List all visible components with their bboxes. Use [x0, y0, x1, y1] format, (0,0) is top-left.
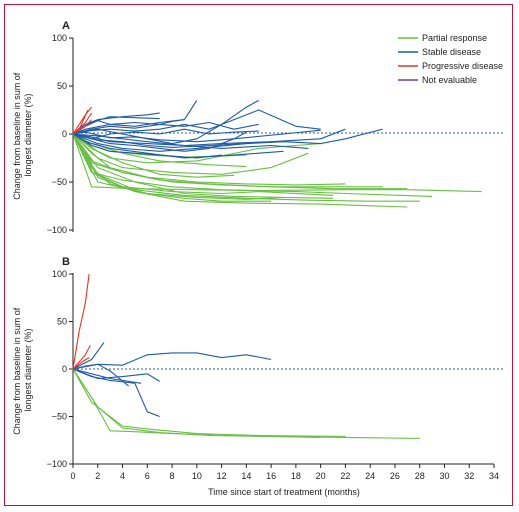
- series-line-stable-disease: [72, 363, 130, 387]
- y-tick-label: −50: [52, 177, 67, 187]
- series-line-stable-disease: [72, 128, 259, 140]
- panel-b-lines: [72, 273, 420, 439]
- series-line-stable-disease: [72, 119, 185, 135]
- y-tick-label: 50: [57, 81, 67, 91]
- y-tick-label: 100: [52, 33, 67, 43]
- legend-label: Not evaluable: [422, 75, 477, 85]
- panel-a-lines: [72, 99, 482, 208]
- series-line-stable-disease: [72, 100, 198, 135]
- series-line-partial-response: [72, 133, 420, 202]
- x-tick-label: 0: [70, 471, 75, 481]
- panel-b-y-label: Change from baseline in sum of longest d…: [12, 305, 33, 435]
- x-tick-label: 8: [170, 471, 175, 481]
- y-tick-label: −100: [47, 459, 67, 469]
- y-tick-label: 50: [57, 317, 67, 327]
- series-line-progressive-disease: [72, 345, 91, 370]
- legend-label: Stable disease: [422, 47, 481, 57]
- x-tick-label: 20: [316, 471, 326, 481]
- x-tick-label: 10: [192, 471, 202, 481]
- x-tick-label: 26: [390, 471, 400, 481]
- series-line-stable-disease: [72, 131, 247, 152]
- y-tick-label: 0: [62, 364, 67, 374]
- series-line-stable-disease: [72, 129, 321, 143]
- series-line-partial-response: [72, 133, 408, 208]
- x-tick-label: 24: [365, 471, 375, 481]
- series-line-stable-disease: [72, 368, 142, 384]
- panel-b-label: B: [62, 256, 70, 268]
- x-tick-label: 6: [145, 471, 150, 481]
- panel-b-y-ticks: −100 −50 0 50 100: [47, 269, 73, 469]
- series-line-partial-response: [72, 133, 272, 202]
- x-tick-label: 4: [120, 471, 125, 481]
- panel-a: A −100 −50 0 50 100 Change from baseline in …: [12, 20, 505, 235]
- series-line-partial-response: [72, 133, 309, 175]
- legend-label: Progressive disease: [422, 61, 503, 71]
- y-tick-label: −50: [52, 412, 67, 422]
- series-line-partial-response: [72, 133, 383, 188]
- x-tick-label: 12: [217, 471, 227, 481]
- panel-b-x-ticks: 0 2 4 6 8 10 12 14 16 18 20 22 24 26 28 30 32 34: [70, 464, 499, 481]
- series-line-stable-disease: [72, 128, 383, 152]
- series-line-stable-disease: [72, 99, 259, 145]
- series-line-progressive-disease: [72, 109, 89, 135]
- y-tick-label: 100: [52, 269, 67, 279]
- series-line-partial-response: [72, 133, 334, 196]
- x-tick-label: 18: [291, 471, 301, 481]
- series-line-stable-disease: [72, 133, 247, 148]
- x-tick-label: 32: [464, 471, 474, 481]
- series-line-partial-response: [72, 133, 408, 190]
- x-tick-label: 22: [340, 471, 350, 481]
- series-line-partial-response: [72, 133, 235, 178]
- x-tick-label: 16: [266, 471, 276, 481]
- panel-a-label: A: [62, 20, 70, 32]
- series-line-progressive-disease: [72, 357, 90, 370]
- x-tick-label: 14: [241, 471, 251, 481]
- legend: Partial response Stable disease Progressiv…: [398, 33, 503, 85]
- x-tick-label: 30: [439, 471, 449, 481]
- series-line-stable-disease: [72, 342, 105, 370]
- legend-label: Partial response: [422, 33, 487, 43]
- figure-frame: [4, 4, 513, 506]
- series-line-stable-disease: [72, 368, 160, 382]
- x-tick-label: 2: [95, 471, 100, 481]
- panel-a-y-ticks: −100 −50 0 50 100: [47, 33, 73, 235]
- series-line-partial-response: [72, 368, 321, 438]
- series-line-progressive-disease: [72, 273, 90, 370]
- x-tick-label: 34: [489, 471, 499, 481]
- series-line-partial-response: [72, 368, 346, 437]
- y-tick-label: −100: [47, 225, 67, 235]
- series-line-stable-disease: [72, 112, 160, 135]
- series-line-partial-response: [72, 133, 433, 197]
- y-tick-label: 0: [62, 129, 67, 139]
- series-line-stable-disease: [72, 133, 222, 159]
- x-tick-label: 28: [415, 471, 425, 481]
- series-line-stable-disease: [72, 109, 321, 135]
- series-line-stable-disease: [72, 121, 259, 135]
- panel-a-y-label: Change from baseline in sum of longest d…: [12, 70, 33, 200]
- panel-b-x-label: Time since start of treatment (months): [208, 487, 360, 497]
- series-line-stable-disease: [72, 352, 272, 370]
